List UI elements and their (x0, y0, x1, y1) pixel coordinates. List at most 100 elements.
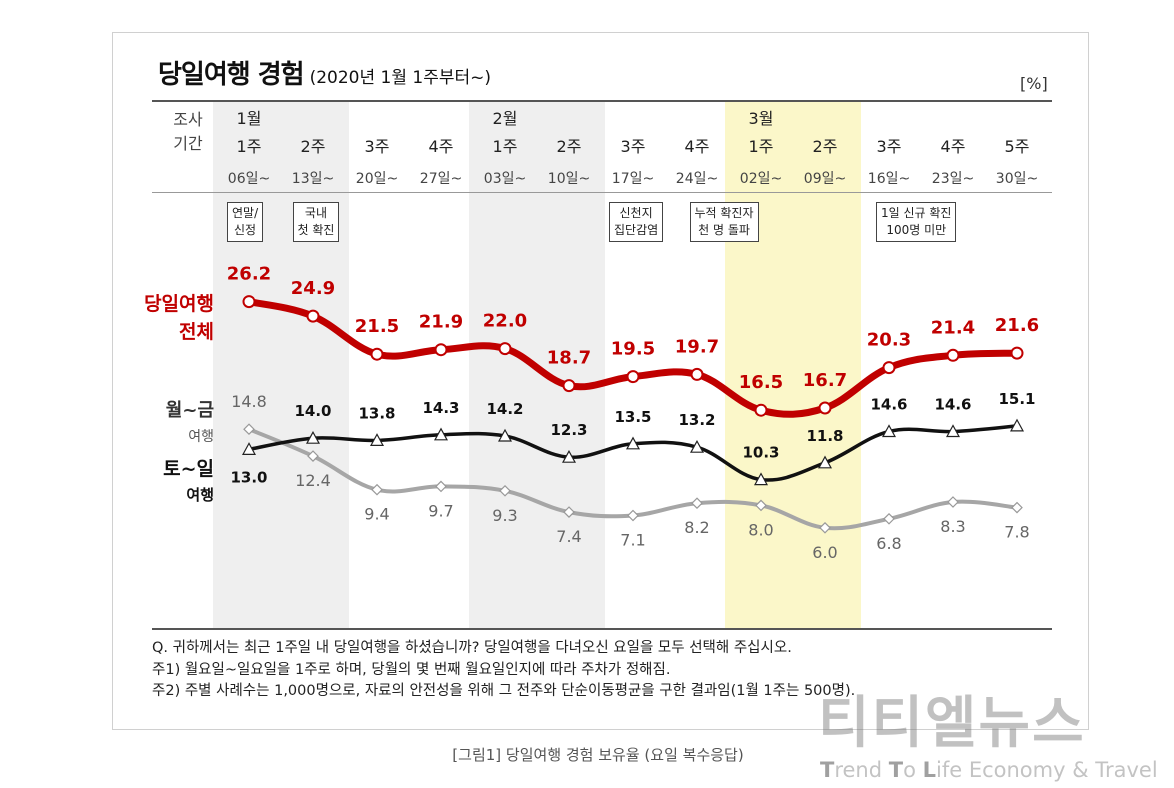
series-point-weekend (369, 433, 385, 446)
data-label-total: 20.3 (867, 330, 911, 351)
series-point-weekday (691, 497, 703, 510)
watermark-tag-t2: T (888, 758, 904, 782)
column-date: 17일~ (611, 171, 655, 187)
column-week: 2주 (812, 137, 838, 156)
column-week: 4주 (940, 137, 966, 156)
data-label-weekday: 6.8 (876, 534, 901, 553)
callout-line: 신정 (234, 223, 257, 237)
watermark-tag-l: L (922, 758, 936, 782)
series-label-weekday-line1: 월~금 (165, 400, 214, 421)
data-label-weekend: 12.3 (550, 421, 587, 439)
series-point-weekend (241, 442, 257, 455)
data-label-total: 24.9 (291, 278, 335, 299)
series-point-weekend (945, 424, 961, 438)
data-label-weekday: 7.1 (620, 531, 645, 550)
data-label-total: 22.0 (483, 311, 527, 332)
series-point-total (1010, 346, 1024, 360)
series-point-weekday (755, 499, 767, 512)
column-week: 1주 (748, 137, 774, 156)
series-label-total: 당일여행 전체 (128, 290, 214, 346)
note-question: Q. 귀하께서는 최근 1주일 내 당일여행을 하셨습니까? 당일여행을 다녀오… (152, 640, 792, 656)
data-label-total: 21.4 (931, 317, 975, 338)
series-label-weekday: 월~금 여행 (128, 398, 214, 450)
column-date: 10일~ (547, 171, 591, 187)
callout-line: 집단감염 (614, 223, 659, 237)
data-label-weekend: 14.6 (870, 396, 907, 414)
column-header: 2주 10일~ (537, 105, 601, 193)
highlight-band-mar (725, 102, 861, 628)
data-label-weekday: 9.4 (364, 505, 389, 524)
watermark-tag-t1: T (820, 758, 835, 782)
column-header: 2주 09일~ (793, 105, 857, 193)
column-date: 27일~ (419, 171, 463, 187)
watermark-brand: 티티엘뉴스 (818, 691, 1086, 756)
data-label-weekend: 15.1 (998, 390, 1035, 408)
note-1: 주1) 월요일~일요일을 1주로 하며, 당월의 몇 번째 월요일인지에 따라 … (152, 661, 671, 678)
callout-line: 천 명 돌파 (698, 223, 750, 237)
column-date: 03일~ (483, 171, 527, 187)
series-point-weekday (371, 483, 383, 496)
title-text: 당일여행 경험 (158, 60, 305, 90)
series-point-weekday (307, 450, 319, 462)
event-callout: 1일 신규 확진 100명 미만 (876, 202, 957, 242)
series-point-weekday (499, 484, 511, 497)
column-week: 3주 (876, 137, 902, 156)
column-date: 13일~ (291, 171, 335, 187)
callout-line: 국내 (304, 206, 328, 220)
data-label-weekday: 14.8 (231, 392, 267, 411)
column-month: 2월 (492, 109, 518, 128)
data-label-total: 21.6 (995, 315, 1039, 336)
column-header: 3주 20일~ (345, 105, 409, 193)
watermark-tagline: Trend To Life Economy & Travel (820, 758, 1158, 782)
column-week: 3주 (620, 137, 646, 156)
series-label-total-line1: 당일여행 (144, 293, 214, 315)
column-week: 5주 (1004, 137, 1030, 156)
callout-line: 누적 확진자 (694, 206, 754, 220)
data-label-total: 19.7 (675, 336, 719, 357)
data-label-total: 19.5 (611, 339, 655, 360)
column-header: 3주 16일~ (857, 105, 921, 193)
series-label-weekend-line2: 여행 (186, 486, 214, 504)
series-point-weekend (433, 427, 449, 441)
watermark-tag-rest: ife Economy & Travel (936, 758, 1158, 782)
column-date: 09일~ (803, 171, 847, 187)
series-point-weekend (753, 472, 769, 486)
series-point-total (434, 343, 448, 357)
column-month: 1월 (236, 109, 262, 128)
column-header: 4주 24일~ (665, 105, 729, 193)
column-month: 3월 (748, 109, 774, 128)
series-line-weekend (247, 424, 1019, 482)
series-point-weekend (1009, 418, 1025, 432)
survey-period-label-line2: 기간 (173, 134, 203, 153)
column-week: 4주 (428, 137, 454, 156)
column-week: 3주 (364, 137, 390, 156)
highlight-band-jan (213, 102, 349, 628)
column-date: 24일~ (675, 171, 719, 187)
chart-notes: Q. 귀하께서는 최근 1주일 내 당일여행을 하셨습니까? 당일여행을 다녀오… (152, 638, 855, 703)
data-label-weekday: 8.0 (748, 520, 773, 539)
data-label-weekend: 14.0 (294, 402, 331, 420)
series-point-weekend (305, 430, 321, 444)
chart-subtitle: (2020년 1월 1주부터~) (309, 68, 491, 88)
watermark-tag-o: o (903, 758, 923, 782)
chart-title: 당일여행 경험 (2020년 1월 1주부터~) (158, 54, 491, 91)
series-point-total (242, 295, 256, 309)
data-label-weekday: 9.3 (492, 506, 517, 525)
data-label-weekend: 11.8 (806, 427, 843, 445)
figure-caption: [그림1] 당일여행 경험 보유율 (요일 복수응답) (452, 746, 744, 764)
data-label-weekday: 8.3 (940, 517, 965, 536)
column-date: 02일~ (739, 171, 783, 187)
data-label-weekend: 13.2 (678, 411, 715, 429)
data-label-total: 18.7 (547, 348, 591, 369)
callout-line: 신천지 (619, 206, 653, 220)
series-label-weekend-line1: 토~일 (163, 458, 214, 480)
column-header: 4주 23일~ (921, 105, 985, 193)
data-label-weekday: 6.0 (812, 543, 837, 562)
series-point-total (818, 401, 832, 415)
series-point-weekend (625, 436, 641, 450)
series-label-weekday-line2: 여행 (188, 429, 214, 445)
series-label-weekend: 토~일 여행 (128, 456, 214, 508)
